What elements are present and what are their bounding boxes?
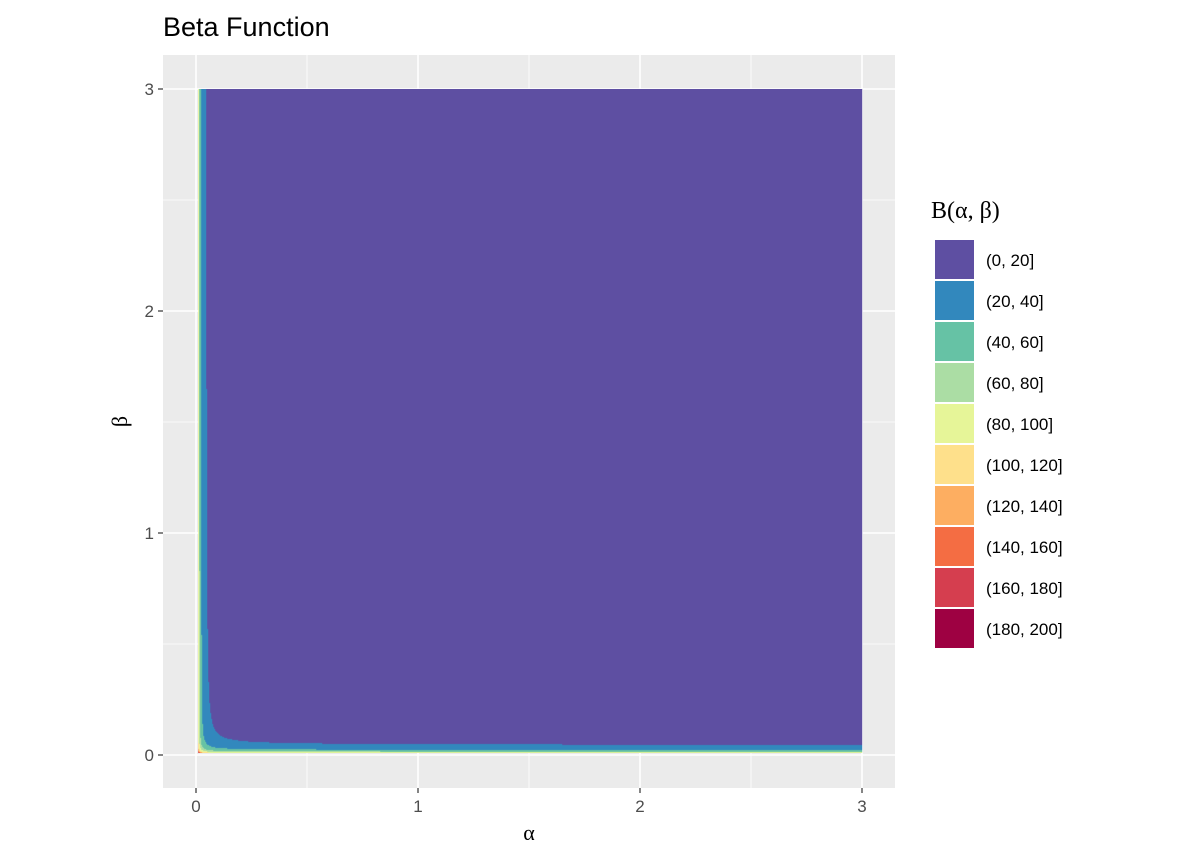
legend-key — [935, 609, 974, 648]
legend-label: (0, 20] — [986, 251, 1034, 270]
heatmap-surface — [198, 89, 863, 753]
legend: B(α, β) (0, 20] (20, 40] (40, 60] (60, 80] (… — [931, 198, 1063, 648]
x-tick-label: 2 — [635, 797, 644, 816]
legend-key — [935, 363, 974, 402]
legend-label: (140, 160] — [986, 538, 1063, 557]
y-tick-label: 2 — [145, 302, 154, 321]
x-axis-title: α — [523, 820, 535, 845]
y-tick-label: 0 — [145, 746, 154, 765]
legend-label: (120, 140] — [986, 497, 1063, 516]
x-tick-label: 1 — [413, 797, 422, 816]
y-axis-title: β — [107, 416, 132, 427]
x-tick-label: 0 — [191, 797, 200, 816]
plot-panel — [163, 55, 895, 788]
legend-label: (80, 100] — [986, 415, 1053, 434]
y-tick-label: 1 — [145, 524, 154, 543]
legend-key — [935, 568, 974, 607]
legend-key — [935, 445, 974, 484]
y-tick-label: 3 — [145, 80, 154, 99]
legend-label: (20, 40] — [986, 292, 1044, 311]
legend-key — [935, 281, 974, 320]
x-axis: 0 1 2 3 — [191, 788, 867, 816]
legend-label: (60, 80] — [986, 374, 1044, 393]
legend-key — [935, 486, 974, 525]
legend-key — [935, 322, 974, 361]
legend-title: B(α, β) — [931, 198, 1000, 224]
legend-label: (160, 180] — [986, 579, 1063, 598]
legend-label: (40, 60] — [986, 333, 1044, 352]
legend-label: (100, 120] — [986, 456, 1063, 475]
legend-key — [935, 527, 974, 566]
legend-key — [935, 404, 974, 443]
y-axis: 0 1 2 3 — [145, 80, 163, 765]
legend-key — [935, 240, 974, 279]
x-tick-label: 3 — [857, 797, 866, 816]
legend-label: (180, 200] — [986, 620, 1063, 639]
chart-title: Beta Function — [163, 12, 330, 42]
